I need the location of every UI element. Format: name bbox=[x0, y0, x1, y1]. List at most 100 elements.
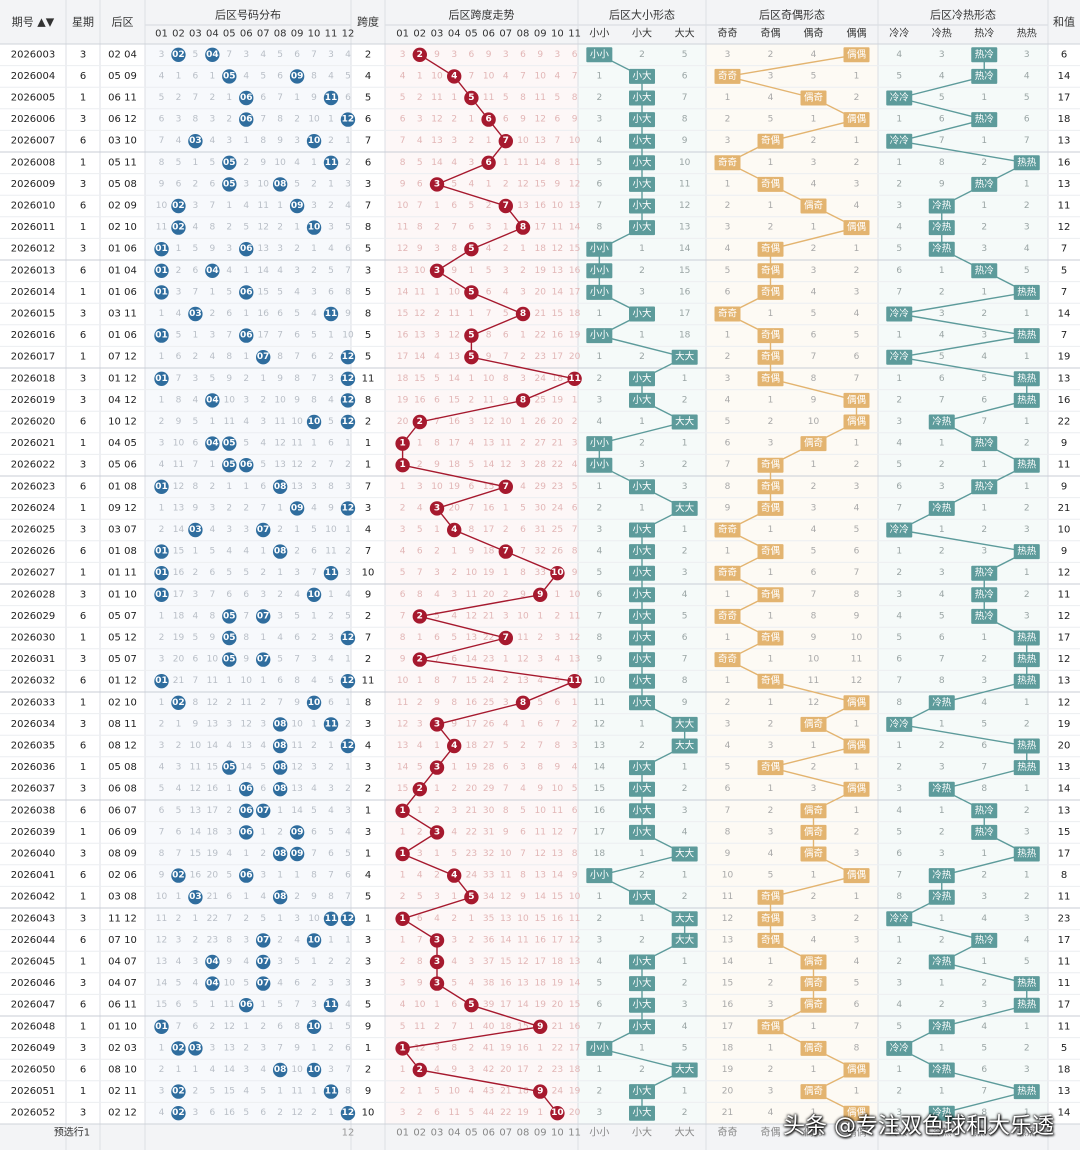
omit-size: 9 bbox=[682, 136, 688, 146]
omit-num: 12 bbox=[291, 1108, 302, 1118]
blue-ball-label: 08 bbox=[274, 482, 287, 492]
blue-ball-label: 02 bbox=[172, 50, 185, 60]
omit-span: 11 bbox=[414, 287, 425, 297]
omit-size: 1 bbox=[682, 525, 688, 535]
blue-ball bbox=[171, 1106, 186, 1121]
blue-ball-label: 06 bbox=[240, 460, 253, 470]
parity-tag bbox=[714, 68, 741, 84]
omit-num: 1 bbox=[243, 892, 249, 902]
header-span-02: 02 bbox=[413, 29, 426, 40]
omit-num: 9 bbox=[243, 655, 249, 665]
omit-span: 11 bbox=[483, 395, 494, 405]
cell-span: 3 bbox=[365, 978, 371, 989]
omit-size: 3 bbox=[596, 935, 602, 945]
hotcold-tag bbox=[1013, 544, 1040, 560]
omit-hotcold: 2 bbox=[1024, 719, 1030, 729]
omit-span: 2 bbox=[434, 547, 440, 557]
blue-ball-label: 06 bbox=[240, 827, 253, 837]
omit-num: 7 bbox=[345, 1065, 351, 1075]
omit-span: 8 bbox=[555, 741, 561, 751]
parity-tag bbox=[843, 112, 870, 128]
blue-ball-label: 06 bbox=[240, 93, 253, 103]
omit-span: 14 bbox=[534, 158, 546, 168]
span-ball bbox=[464, 328, 479, 343]
span-ball bbox=[429, 263, 445, 278]
omit-span: 4 bbox=[555, 655, 561, 665]
omit-num: 4 bbox=[328, 244, 334, 254]
omit-hotcold: 3 bbox=[1024, 223, 1030, 233]
blue-ball-label: 12 bbox=[342, 633, 355, 643]
omit-parity: 1 bbox=[768, 395, 774, 405]
span-ball bbox=[550, 566, 565, 581]
omit-num: 1 bbox=[159, 395, 165, 405]
omit-size: 7 bbox=[596, 201, 602, 211]
omit-num: 3 bbox=[328, 223, 334, 233]
cell-weekday: 3 bbox=[80, 179, 86, 190]
omit-span: 2 bbox=[434, 806, 440, 816]
omit-num: 2 bbox=[243, 1043, 249, 1053]
span-ball bbox=[395, 803, 410, 818]
cell-span: 5 bbox=[365, 352, 371, 363]
omit-num: 15 bbox=[190, 849, 201, 859]
omit-span: 15 bbox=[483, 482, 494, 492]
omit-num: 5 bbox=[193, 1000, 199, 1010]
omit-parity: 1 bbox=[854, 71, 860, 81]
cell-sum: 12 bbox=[1058, 611, 1071, 622]
size-tag bbox=[629, 371, 655, 387]
header-parity-2: 偶奇 bbox=[804, 27, 824, 40]
omit-num: 5 bbox=[328, 417, 334, 427]
omit-num: 1 bbox=[294, 525, 300, 535]
omit-parity: 3 bbox=[811, 266, 817, 276]
omit-span: 19 bbox=[397, 395, 409, 405]
omit-span: 15 bbox=[552, 892, 563, 902]
span-ball-label: 6 bbox=[485, 158, 491, 168]
hotcold-tag bbox=[1013, 328, 1040, 344]
omit-num: 6 bbox=[226, 590, 232, 600]
omit-num: 9 bbox=[193, 503, 199, 513]
parity-tag bbox=[800, 976, 827, 992]
omit-num: 5 bbox=[345, 223, 351, 233]
omit-size: 16 bbox=[679, 287, 691, 297]
cell-period: 2026026 bbox=[11, 546, 56, 557]
omit-span: 4 bbox=[572, 763, 578, 773]
omit-num: 6 bbox=[294, 50, 300, 60]
span-ball bbox=[533, 587, 548, 602]
size-tag-label: 小大 bbox=[632, 999, 652, 1011]
omit-num: 2 bbox=[277, 223, 283, 233]
omit-num: 11 bbox=[156, 223, 167, 233]
hotcold-tag bbox=[971, 608, 998, 624]
omit-num: 5 bbox=[193, 633, 199, 643]
omit-span: 1 bbox=[572, 698, 578, 708]
parity-tag bbox=[757, 760, 784, 776]
omit-span: 13 bbox=[517, 676, 528, 686]
omit-num: 7 bbox=[226, 914, 232, 924]
cell-period: 2026041 bbox=[11, 870, 56, 881]
omit-span: 13 bbox=[517, 979, 528, 989]
header-bg bbox=[0, 0, 1080, 44]
omit-parity: 10 bbox=[808, 655, 820, 665]
omit-num: 4 bbox=[209, 525, 215, 535]
blue-ball bbox=[188, 134, 203, 149]
omit-num: 4 bbox=[328, 395, 334, 405]
span-ball-label: 3 bbox=[434, 763, 440, 773]
omit-num: 5 bbox=[345, 611, 351, 621]
omit-num: 2 bbox=[193, 179, 199, 189]
omit-span: 1 bbox=[434, 741, 440, 751]
blue-ball bbox=[171, 1084, 186, 1099]
cell-sum: 8 bbox=[1061, 870, 1067, 881]
omit-num: 4 bbox=[159, 763, 165, 773]
omit-span: 12 bbox=[534, 115, 545, 125]
omit-span: 3 bbox=[520, 287, 526, 297]
omit-num: 5 bbox=[328, 827, 334, 837]
blue-ball-label: 08 bbox=[274, 719, 287, 729]
omit-span: 8 bbox=[520, 871, 526, 881]
omit-num: 10 bbox=[325, 525, 337, 535]
omit-size: 18 bbox=[679, 331, 691, 341]
hotcold-tag bbox=[1013, 997, 1040, 1013]
omit-size: 3 bbox=[682, 568, 688, 578]
blue-ball-label: 09 bbox=[291, 827, 304, 837]
blue-ball bbox=[306, 695, 322, 710]
omit-span: 2 bbox=[469, 1043, 475, 1053]
omit-num: 7 bbox=[311, 374, 317, 384]
span-ball-label: 3 bbox=[434, 957, 440, 967]
